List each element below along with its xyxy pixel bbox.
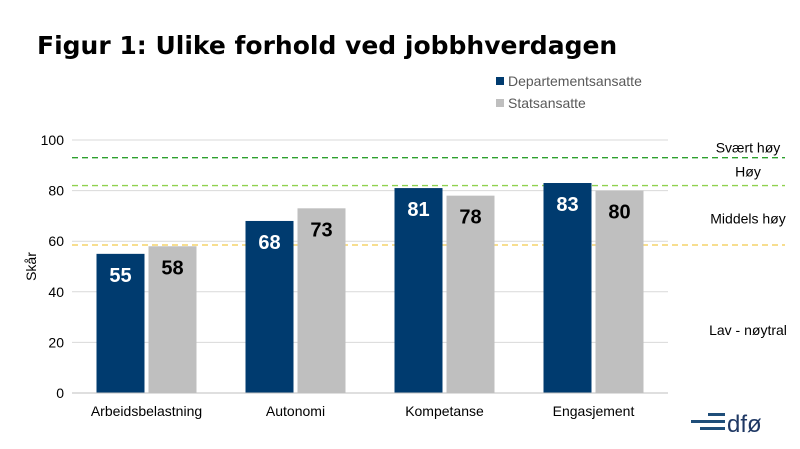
- y-tick-label: 60: [48, 233, 64, 249]
- bar: [245, 220, 294, 393]
- zone-label: Lav - nøytral: [709, 322, 787, 338]
- bar: [96, 253, 145, 393]
- data-label: 55: [109, 265, 131, 287]
- legend-label: Departementsansatte: [508, 73, 642, 89]
- x-category-label: Engasjement: [553, 403, 635, 419]
- chart-title: Figur 1: Ulike forhold ved jobbhverdagen: [37, 31, 617, 60]
- data-label: 83: [556, 194, 578, 216]
- zone-label: Middels høy: [710, 210, 785, 226]
- x-category-label: Arbeidsbelastning: [91, 403, 202, 419]
- y-tick-label: 0: [56, 385, 64, 401]
- logo-stripe: [708, 413, 725, 416]
- bar: [543, 183, 592, 393]
- reference-lines: [72, 157, 785, 246]
- bar: [297, 208, 346, 393]
- y-tick-label: 80: [48, 183, 64, 199]
- y-tick-label: 20: [48, 334, 64, 350]
- data-label: 78: [459, 207, 481, 229]
- bar: [148, 246, 197, 393]
- legend-swatch: [496, 77, 504, 85]
- zone-label: Høy: [735, 164, 761, 180]
- bar: [394, 188, 443, 393]
- logo-text: dfø: [727, 411, 762, 438]
- bars: [96, 183, 644, 393]
- y-axis-title: Skår: [23, 252, 39, 281]
- y-tick-label: 40: [48, 284, 64, 300]
- legend: Departementsansatte Statsansatte: [496, 73, 642, 111]
- data-label: 73: [310, 219, 332, 241]
- data-labels: 55 58 68 73 81 78 83 80: [109, 194, 630, 287]
- legend-label: Statsansatte: [508, 95, 586, 111]
- bar: [595, 190, 644, 393]
- logo-stripe: [700, 427, 725, 430]
- axes: 0 20 40 60 80 100 Skår Arbeidsbelastning Autonom…: [23, 132, 668, 419]
- x-category-label: Kompetanse: [405, 403, 484, 419]
- dfo-logo: dfø: [691, 411, 762, 438]
- bar: [446, 195, 495, 393]
- zone-label: Svært høy: [716, 140, 781, 156]
- data-label: 80: [608, 202, 630, 224]
- logo-stripe: [691, 420, 725, 423]
- x-category-label: Autonomi: [266, 403, 325, 419]
- data-label: 81: [407, 199, 429, 221]
- data-label: 68: [258, 232, 280, 254]
- legend-swatch: [496, 99, 504, 107]
- data-label: 58: [161, 257, 183, 279]
- zone-labels: Svært høy Høy Middels høy Lav - nøytral: [709, 140, 787, 338]
- y-tick-label: 100: [41, 132, 65, 148]
